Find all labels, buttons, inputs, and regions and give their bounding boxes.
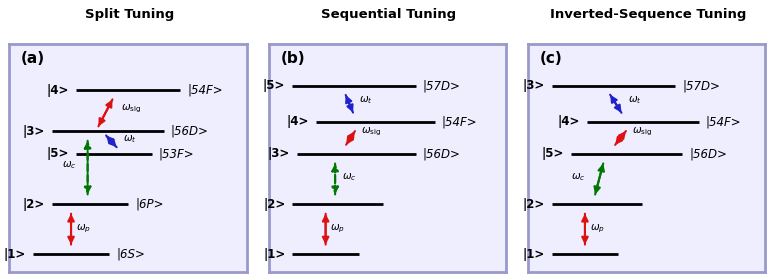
Text: |4>: |4> bbox=[558, 115, 580, 128]
Text: |54F>: |54F> bbox=[706, 115, 741, 128]
Text: $\omega_p$: $\omega_p$ bbox=[590, 223, 605, 235]
Text: Sequential Tuning: Sequential Tuning bbox=[321, 8, 457, 21]
Text: |2>: |2> bbox=[23, 198, 45, 210]
Text: |1>: |1> bbox=[263, 248, 286, 261]
Text: |6P>: |6P> bbox=[135, 198, 163, 210]
Text: |56D>: |56D> bbox=[423, 147, 461, 160]
Text: $\omega_c$: $\omega_c$ bbox=[61, 159, 76, 171]
Text: $\omega_t$: $\omega_t$ bbox=[359, 95, 373, 106]
Text: $\omega_{\rm sig}$: $\omega_{\rm sig}$ bbox=[121, 102, 142, 115]
Text: |57D>: |57D> bbox=[682, 79, 720, 92]
Text: |2>: |2> bbox=[263, 198, 286, 210]
Text: |6S>: |6S> bbox=[116, 248, 145, 261]
Text: |54F>: |54F> bbox=[187, 84, 223, 96]
Text: |1>: |1> bbox=[4, 248, 26, 261]
Text: $\omega_{\rm sig}$: $\omega_{\rm sig}$ bbox=[361, 126, 382, 138]
Text: (b): (b) bbox=[281, 51, 305, 66]
Text: |57D>: |57D> bbox=[423, 79, 461, 92]
Text: |3>: |3> bbox=[522, 79, 545, 92]
Text: $\omega_p$: $\omega_p$ bbox=[75, 223, 91, 235]
Text: (a): (a) bbox=[21, 51, 45, 66]
Text: $\omega_c$: $\omega_c$ bbox=[342, 171, 357, 183]
Text: |4>: |4> bbox=[46, 84, 68, 96]
Text: |3>: |3> bbox=[268, 147, 290, 160]
Text: $\omega_t$: $\omega_t$ bbox=[123, 133, 137, 145]
Text: |1>: |1> bbox=[522, 248, 545, 261]
Text: Inverted-Sequence Tuning: Inverted-Sequence Tuning bbox=[550, 8, 747, 21]
Text: |5>: |5> bbox=[263, 79, 286, 92]
Text: $\omega_{\rm sig}$: $\omega_{\rm sig}$ bbox=[633, 126, 653, 138]
Text: |2>: |2> bbox=[522, 198, 545, 210]
Text: |56D>: |56D> bbox=[689, 147, 727, 160]
Text: |5>: |5> bbox=[46, 147, 68, 160]
Text: $\omega_p$: $\omega_p$ bbox=[331, 223, 345, 235]
Text: (c): (c) bbox=[540, 51, 562, 66]
Text: |5>: |5> bbox=[541, 147, 563, 160]
Text: |4>: |4> bbox=[286, 115, 309, 128]
Text: $\omega_c$: $\omega_c$ bbox=[571, 171, 585, 183]
Text: $\omega_t$: $\omega_t$ bbox=[628, 95, 641, 106]
Text: |3>: |3> bbox=[23, 125, 45, 138]
Text: Split Tuning: Split Tuning bbox=[85, 8, 174, 21]
Text: |53F>: |53F> bbox=[159, 147, 194, 160]
Text: |56D>: |56D> bbox=[170, 125, 209, 138]
Text: |54F>: |54F> bbox=[442, 115, 478, 128]
